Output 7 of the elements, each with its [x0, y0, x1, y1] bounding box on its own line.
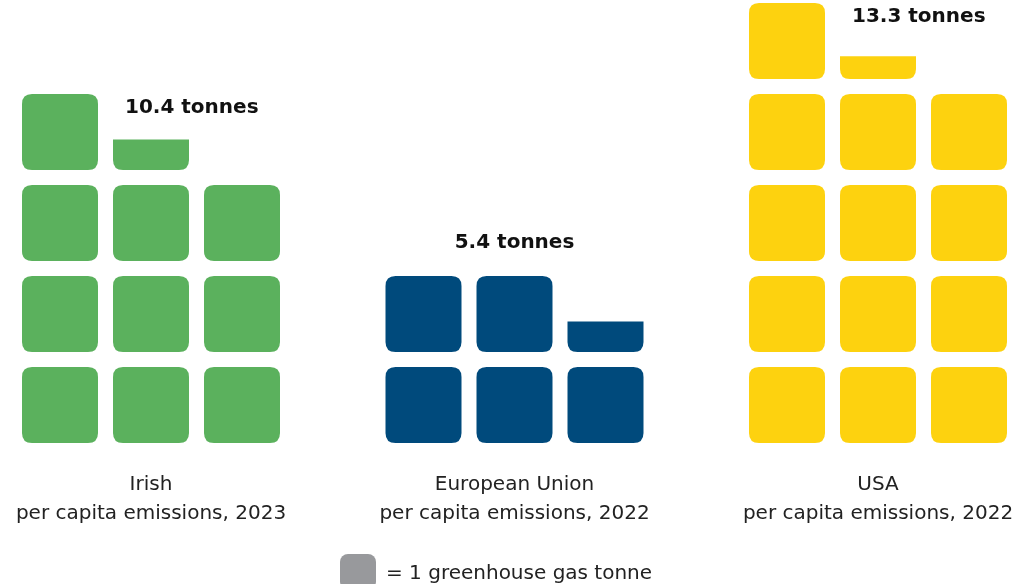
text: = 1 greenhouse gas tonne	[386, 560, 653, 584]
data-label: 10.4 tonnes	[125, 94, 259, 118]
data-label: 13.3 tonnes	[852, 3, 986, 27]
category-label: Irish per capita emissions, 2023	[15, 471, 287, 524]
category-label: USA per capita emissions, 2022	[742, 471, 1014, 524]
data-label: 5.4 tonnes	[454, 229, 575, 253]
category-label: European Union per capita emissions, 2022	[379, 471, 650, 524]
